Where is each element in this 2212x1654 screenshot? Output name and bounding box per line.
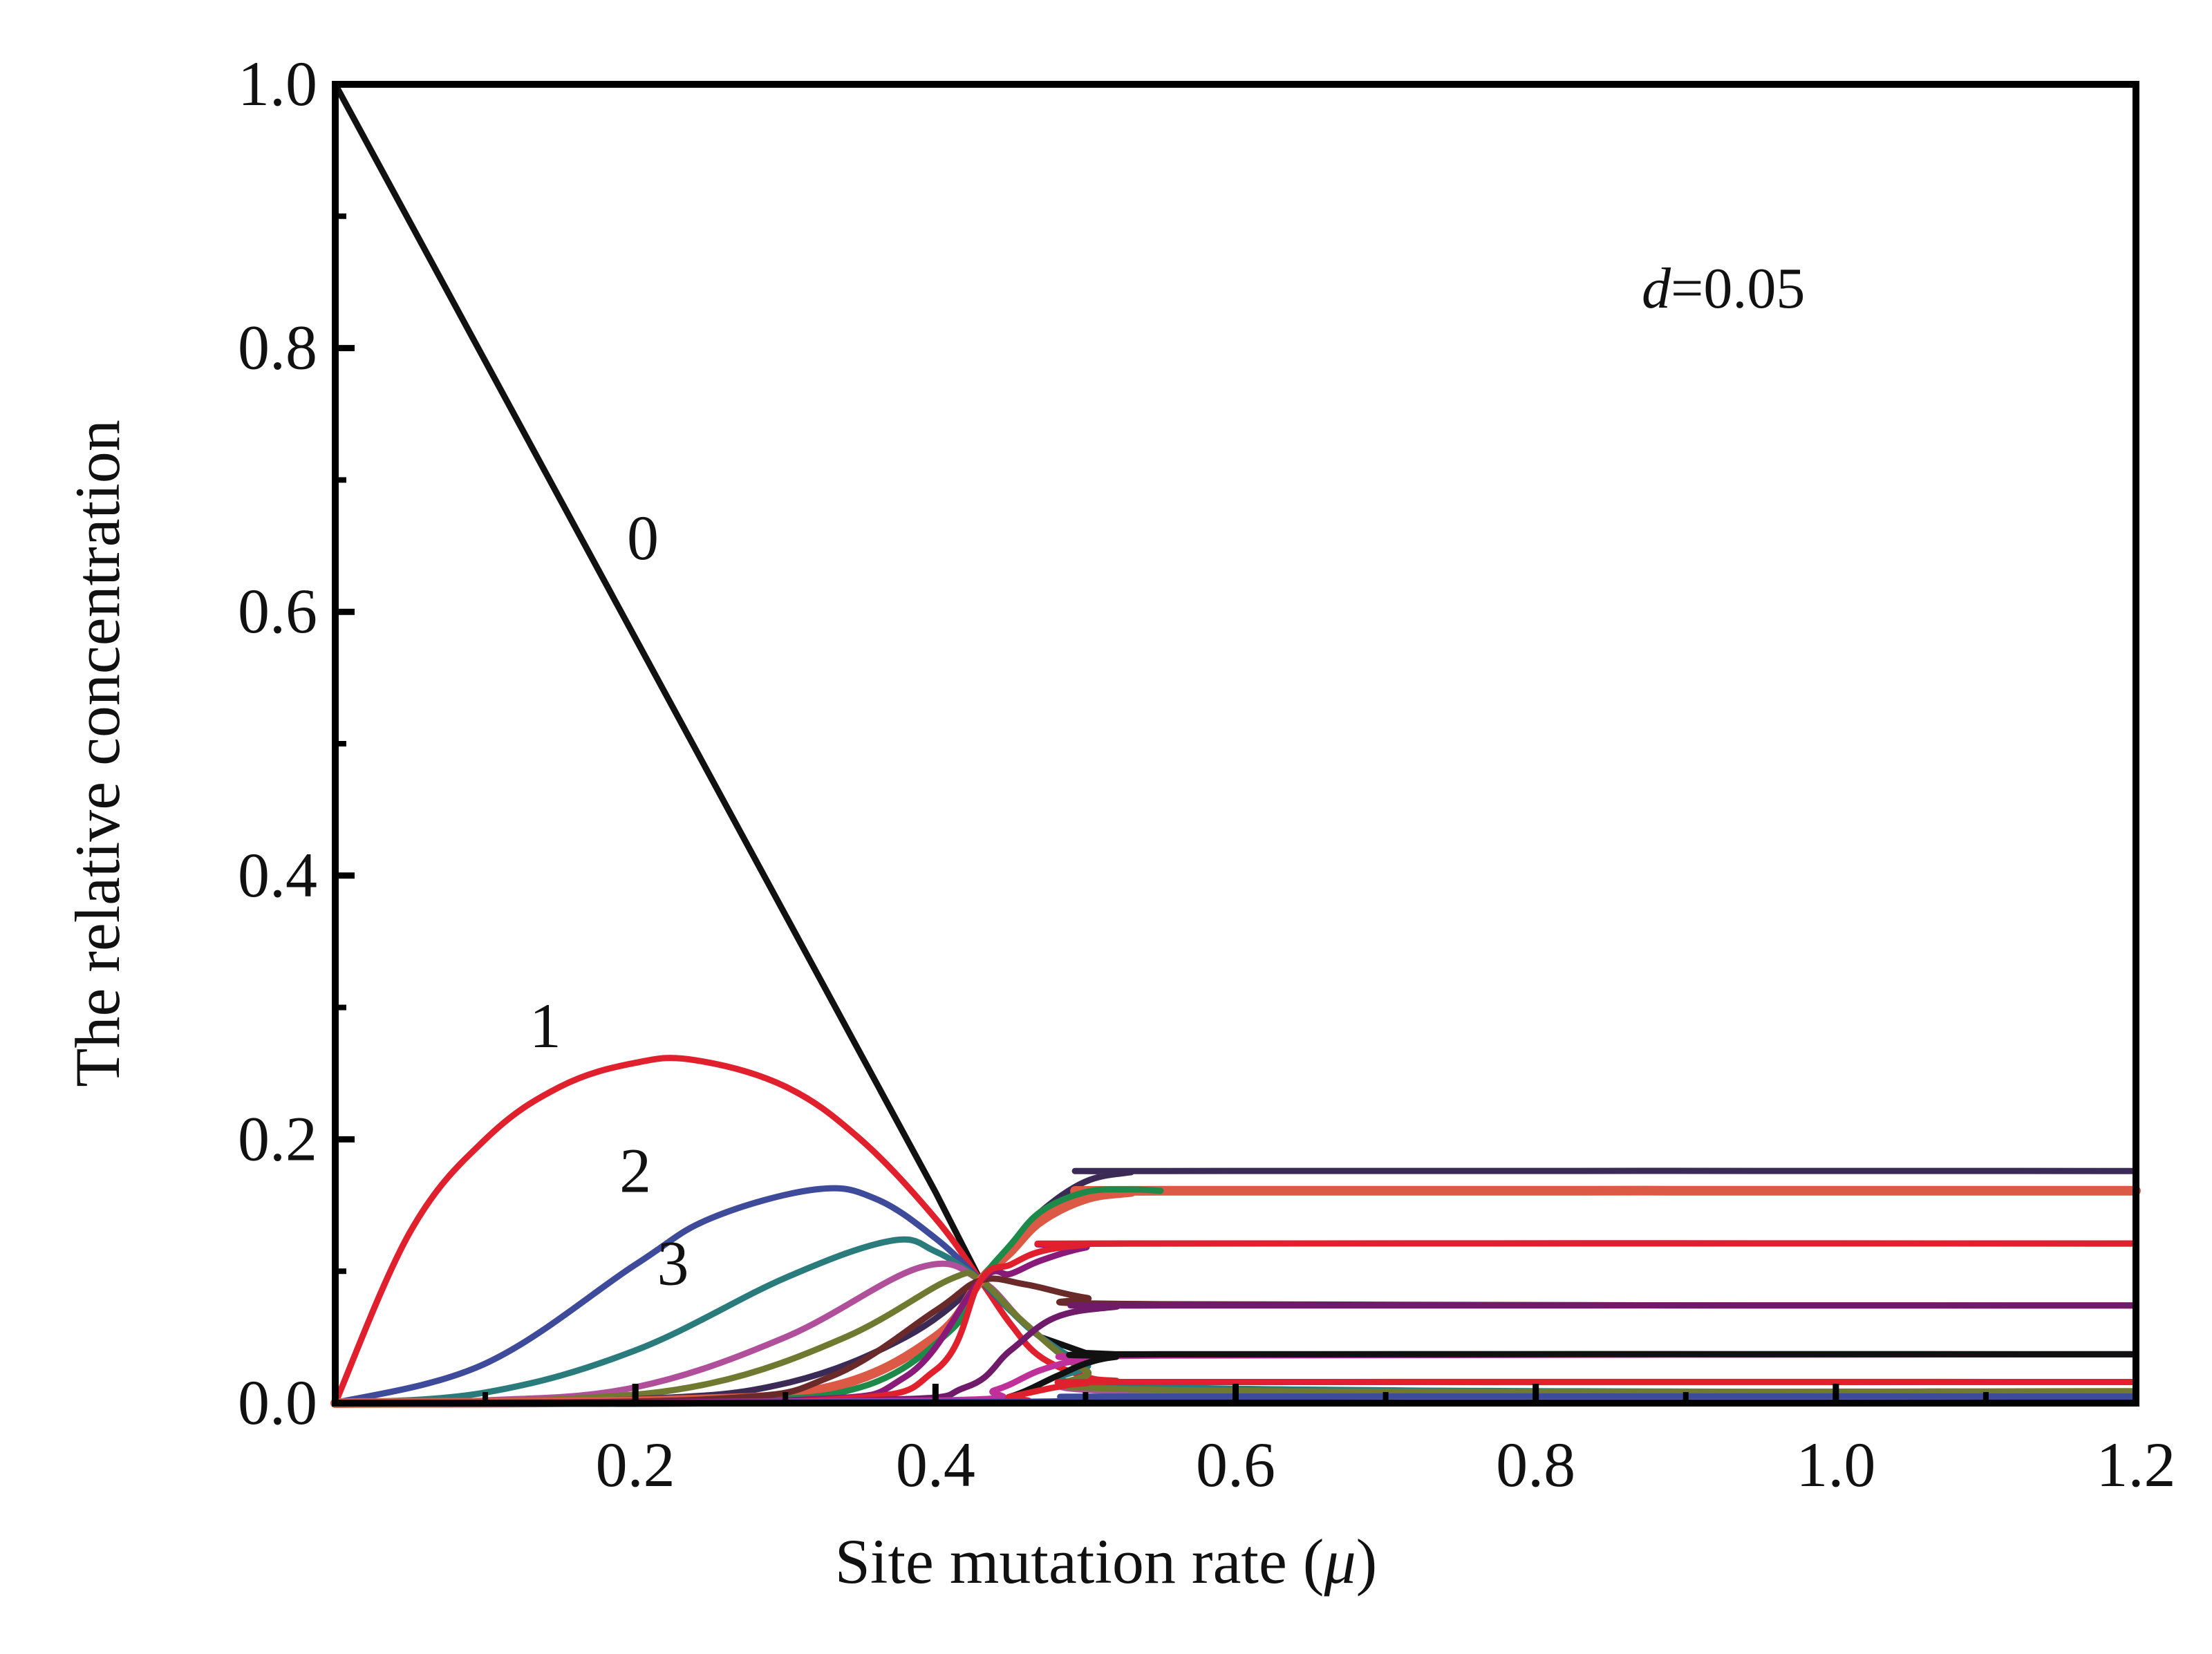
x-tick-label: 0.2 [596,1429,675,1500]
y-tick-label: 1.0 [238,48,317,119]
annotation-value: =0.05 [1671,256,1805,321]
curve-label-2: 2 [619,1136,651,1206]
x-axis-title-text: Site mutation rate ( [835,1526,1324,1597]
y-tick-label: 0.8 [238,312,317,383]
y-tick-label: 0.4 [238,840,317,910]
d-value-annotation: d=0.05 [1642,256,1805,321]
x-tick-label: 1.0 [1796,1429,1875,1500]
y-tick-label: 0.6 [238,576,317,646]
x-axis-title-symbol: μ [1323,1526,1356,1597]
x-tick-label: 0.8 [1496,1429,1575,1500]
x-axis-title-close: ) [1356,1526,1378,1597]
curve-label-1: 1 [529,990,561,1061]
y-tick-label: 0.2 [238,1103,317,1174]
x-tick-label: 0.4 [896,1429,975,1500]
x-tick-label: 0.6 [1196,1429,1275,1500]
x-tick-label: 1.2 [2097,1429,2176,1500]
annotation-variable: d [1642,256,1671,321]
y-axis-title: The relative concentration [62,420,133,1087]
x-axis-title: Site mutation rate (μ) [835,1526,1378,1597]
curve-label-3: 3 [657,1228,688,1298]
labels-layer: 0.0 0.2 0.4 0.6 0.8 1.0 0.2 0.4 0.6 0.8 1.0 1.2 0 1 23 [238,48,2176,1500]
ticks-layer [335,81,2139,1407]
curve-label-0: 0 [627,502,659,573]
y-tick-label: 0.0 [238,1367,317,1438]
